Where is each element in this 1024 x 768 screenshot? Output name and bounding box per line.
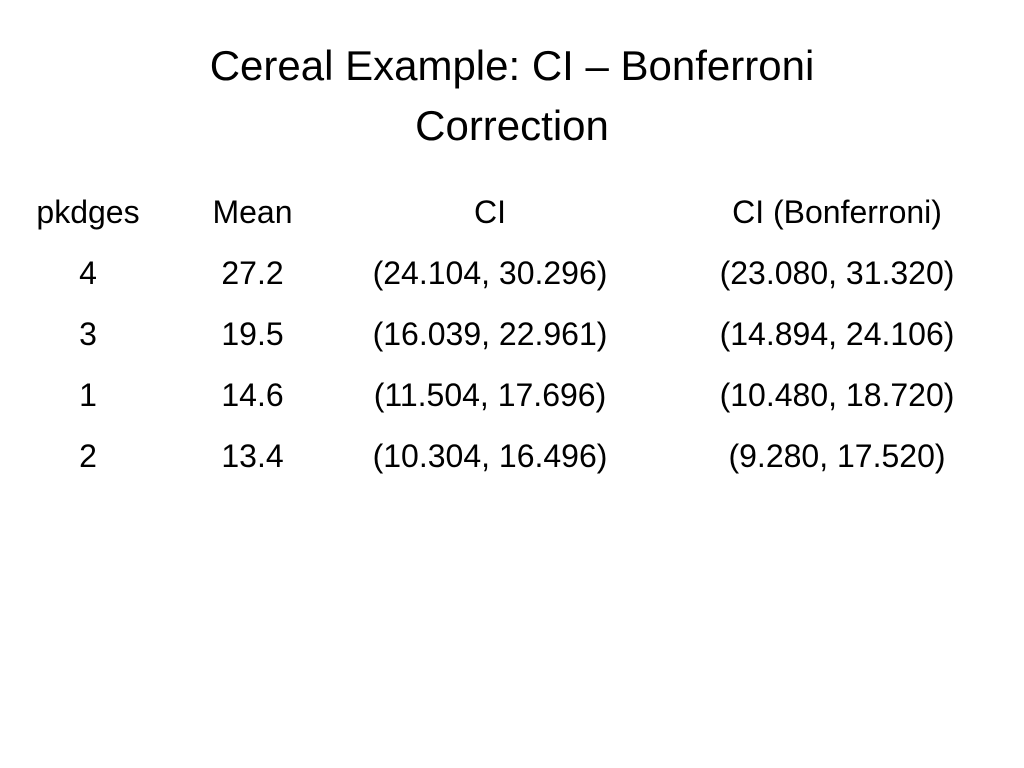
table-row: 4 27.2 (24.104, 30.296) (23.080, 31.320) [0,243,1023,304]
cell-ci: (16.039, 22.961) [372,316,608,352]
slide-title: Cereal Example: CI – Bonferroni Correcti… [100,36,924,156]
cell-ci: (10.304, 16.496) [372,438,608,474]
cell-pkdges: 3 [79,316,97,352]
header-pkdges: pkdges [36,194,140,230]
header-ci-bonferroni: CI (Bonferroni) [732,194,942,230]
cell-ci-bonferroni: (23.080, 31.320) [719,255,955,291]
header-ci: CI [474,194,506,230]
cell-ci: (24.104, 30.296) [372,255,608,291]
table-row: 3 19.5 (16.039, 22.961) (14.894, 24.106) [0,304,1023,365]
cell-mean: 13.4 [221,438,284,474]
cell-ci-bonferroni: (14.894, 24.106) [719,316,955,352]
cell-ci-bonferroni: (9.280, 17.520) [728,438,946,474]
title-line-2: Correction [415,102,609,149]
table-row: 2 13.4 (10.304, 16.496) (9.280, 17.520) [0,426,1023,487]
table-header-row: pkdges Mean CI CI (Bonferroni) [0,182,1023,243]
title-line-1: Cereal Example: CI – Bonferroni [209,42,815,89]
cell-ci-bonferroni: (10.480, 18.720) [719,377,955,413]
cell-mean: 14.6 [221,377,284,413]
cell-pkdges: 2 [79,438,97,474]
ci-table: pkdges Mean CI CI (Bonferroni) 4 27.2 (2… [0,182,1023,487]
table-row: 1 14.6 (11.504, 17.696) (10.480, 18.720) [0,365,1023,426]
cell-pkdges: 1 [79,377,97,413]
cell-pkdges: 4 [79,255,97,291]
header-mean: Mean [212,194,293,230]
cell-ci: (11.504, 17.696) [373,377,607,413]
cell-mean: 19.5 [221,316,284,352]
cell-mean: 27.2 [221,255,284,291]
